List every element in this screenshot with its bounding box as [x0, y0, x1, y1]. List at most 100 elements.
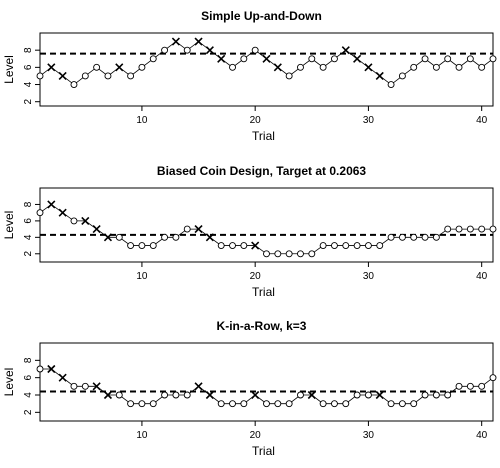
chart-panel-3: K-in-a-Row, k=3 2 4 6 8 10 20 30 40 Trial Level	[2, 319, 497, 458]
data-point-o	[36, 365, 44, 373]
data-point-o	[489, 374, 497, 382]
data-point-o	[274, 400, 282, 408]
data-point-x	[103, 233, 113, 242]
data-point-o	[183, 225, 191, 233]
data-point-o	[421, 391, 429, 399]
plot-frame	[39, 342, 494, 422]
chart-panel-2: Biased Coin Design, Target at 0.2063 2 4 6 8…	[2, 164, 497, 299]
y-axis-label: Level	[2, 55, 16, 84]
data-point-o	[387, 233, 395, 241]
data-point-x	[194, 382, 203, 391]
y-tick-label: 2	[23, 251, 34, 257]
data-point-x	[375, 390, 384, 400]
data-point-o	[432, 63, 440, 71]
data-point-o	[398, 400, 406, 408]
y-tick-label: 6	[23, 64, 34, 70]
data-point-o	[489, 55, 497, 63]
data-point-o	[331, 400, 338, 408]
data-point-o	[331, 242, 338, 250]
data-point-o	[70, 382, 78, 390]
data-point-o	[489, 225, 497, 233]
data-point-o	[432, 233, 440, 241]
data-point-o	[319, 63, 327, 71]
chart-title: Simple Up-and-Down	[201, 9, 322, 23]
data-point-o	[70, 81, 78, 88]
y-tick-label: 4	[23, 234, 34, 240]
data-point-o	[138, 400, 146, 408]
data-point-o	[263, 400, 270, 408]
data-point-x	[205, 390, 214, 400]
data-point-o	[466, 55, 474, 63]
data-point-o	[183, 391, 191, 399]
y-tick-label: 2	[23, 409, 34, 415]
y-tick-label: 4	[23, 392, 34, 398]
data-point-o	[444, 391, 452, 399]
data-point-x	[115, 63, 124, 72]
x-tick-label: 10	[136, 430, 148, 441]
x-tick-label: 20	[250, 271, 262, 282]
x-tick-label: 20	[250, 115, 262, 126]
data-point-o	[81, 72, 89, 80]
y-tick-label: 8	[23, 357, 34, 363]
data-point-o	[172, 233, 180, 241]
data-point-o	[410, 233, 418, 241]
data-point-o	[263, 250, 270, 258]
data-point-o	[319, 400, 327, 408]
y-tick-label: 6	[23, 218, 34, 224]
data-point-x	[194, 225, 203, 234]
data-point-o	[444, 225, 452, 233]
data-point-o	[455, 63, 463, 71]
data-point-x	[47, 200, 56, 209]
data-point-o	[81, 382, 89, 390]
data-point-o	[342, 400, 350, 408]
data-point-o	[115, 391, 123, 399]
data-point-o	[240, 400, 248, 408]
data-point-o	[115, 233, 123, 241]
data-point-o	[353, 391, 361, 399]
chart-title: Biased Coin Design, Target at 0.2063	[157, 164, 367, 178]
y-axis-label: Level	[2, 368, 16, 397]
data-point-o	[229, 63, 236, 71]
data-point-o	[297, 391, 304, 399]
data-point-o	[478, 382, 486, 390]
data-point-o	[251, 46, 259, 54]
chart-panel-1: Simple Up-and-Down 2 4 6 8 10 20 30 40 Trial Level	[2, 9, 497, 143]
data-point-o	[353, 242, 361, 250]
data-point-x	[92, 382, 101, 391]
data-point-o	[93, 63, 101, 71]
data-point-o	[364, 391, 372, 399]
x-axis-label: Trial	[252, 444, 275, 458]
y-tick-label: 2	[23, 98, 34, 104]
data-point-o	[466, 225, 474, 233]
y-axis-label: Level	[2, 211, 16, 240]
data-point-o	[161, 233, 169, 241]
data-point-x	[273, 63, 282, 72]
data-point-o	[172, 391, 180, 399]
y-tick-label: 8	[23, 47, 34, 53]
data-point-o	[376, 242, 384, 250]
data-point-o	[161, 391, 169, 399]
x-tick-label: 10	[136, 271, 148, 282]
x-tick-label: 10	[136, 115, 148, 126]
data-point-o	[229, 400, 236, 408]
data-point-x	[194, 37, 203, 46]
data-point-o	[387, 400, 395, 408]
data-point-o	[274, 250, 282, 258]
data-point-x	[58, 71, 67, 81]
data-point-o	[387, 81, 395, 88]
data-point-o	[183, 46, 191, 54]
data-point-o	[432, 391, 440, 399]
data-point-o	[285, 400, 293, 408]
data-point-x	[92, 225, 101, 234]
data-point-o	[410, 63, 418, 71]
x-tick-label: 40	[476, 271, 488, 282]
x-tick-label: 30	[363, 115, 375, 126]
data-point-x	[81, 216, 90, 225]
data-point-o	[285, 250, 293, 258]
data-point-o	[217, 400, 225, 408]
data-point-o	[421, 55, 429, 63]
data-point-o	[138, 63, 146, 71]
data-point-o	[342, 242, 350, 250]
data-point-o	[410, 400, 418, 408]
